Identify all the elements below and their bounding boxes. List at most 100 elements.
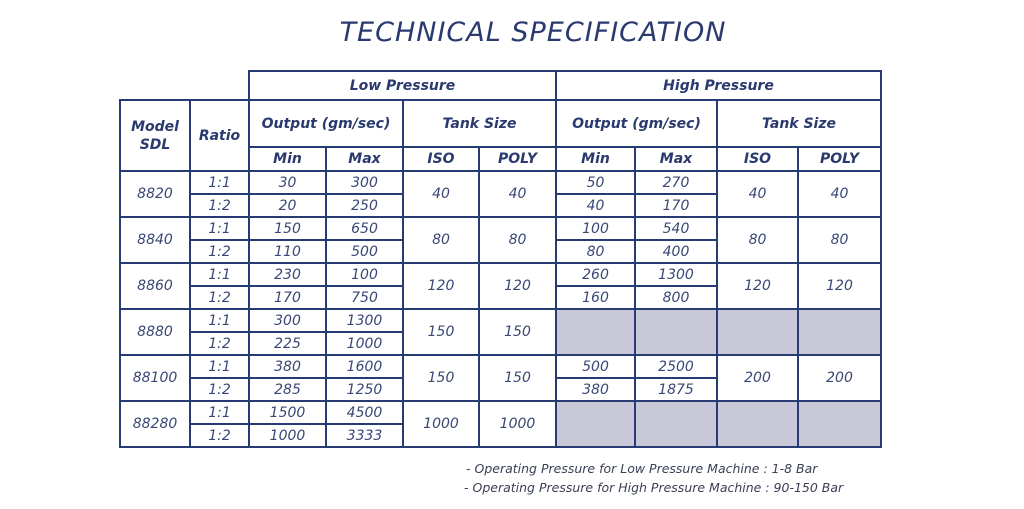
lp-min-cell: 150 — [248, 216, 327, 241]
header-lp-output: Output (gm/sec) — [248, 99, 404, 148]
lp-max-cell: 100 — [325, 262, 404, 287]
ratio-cell: 1:2 — [189, 193, 250, 218]
lp-max-cell: 750 — [325, 285, 404, 310]
lp-max-cell: 300 — [325, 170, 404, 195]
table-row: 8820 1:1 30 300 40 40 50 270 40 40 — [119, 170, 882, 218]
header-hp-iso: ISO — [716, 146, 799, 172]
table-row: 1:2 225 1000 — [120, 331, 881, 356]
lp-max-cell: 250 — [325, 193, 404, 218]
table-row: 8880 1:1 300 1300 150 150 — [119, 308, 882, 356]
lp-min-cell: 380 — [248, 354, 327, 379]
ratio-cell: 1:1 — [189, 170, 250, 195]
hp-min-cell: 260 — [555, 262, 636, 287]
lp-min-cell: 20 — [248, 193, 327, 218]
ratio-cell: 1:2 — [189, 285, 250, 310]
ratio-cell: 1:2 — [189, 423, 250, 448]
table-row: 1:2 170 750 160 800 — [120, 285, 881, 310]
lp-iso-cell: 150 — [402, 308, 480, 356]
lp-min-cell: 30 — [248, 170, 327, 195]
hp-min-unavailable-cell — [555, 308, 636, 356]
lp-min-cell: 225 — [248, 331, 327, 356]
hp-poly-cell: 40 — [797, 170, 882, 218]
hp-iso-cell: 80 — [716, 216, 799, 264]
lp-poly-cell: 80 — [478, 216, 557, 264]
hp-max-cell: 170 — [634, 193, 718, 218]
header-ratio: Ratio — [189, 99, 250, 172]
ratio-cell: 1:2 — [189, 377, 250, 402]
hp-min-cell: 40 — [555, 193, 636, 218]
hp-min-cell: 80 — [555, 239, 636, 264]
table-row: 1:2 110 500 80 400 — [120, 239, 881, 264]
lp-poly-cell: 150 — [478, 354, 557, 402]
model-cell: 8840 — [119, 216, 191, 264]
header-lp-tank: Tank Size — [402, 99, 557, 148]
hp-iso-cell: 40 — [716, 170, 799, 218]
hp-iso-unavailable-cell — [716, 308, 799, 356]
hp-min-cell: 50 — [555, 170, 636, 195]
lp-max-cell: 1000 — [325, 331, 404, 356]
model-cell: 8860 — [119, 262, 191, 310]
lp-max-cell: 1300 — [325, 308, 404, 333]
note-high-pressure: - Operating Pressure for High Pressure M… — [464, 480, 844, 495]
hp-min-cell: 160 — [555, 285, 636, 310]
lp-iso-cell: 1000 — [402, 400, 480, 448]
hp-min-cell: 380 — [555, 377, 636, 402]
header-hp-tank: Tank Size — [716, 99, 882, 148]
hp-max-cell: 1875 — [634, 377, 718, 402]
table-row: 1:2 285 1250 380 1875 — [120, 377, 881, 402]
lp-poly-cell: 120 — [478, 262, 557, 310]
hp-poly-cell: 80 — [797, 216, 882, 264]
lp-iso-cell: 120 — [402, 262, 480, 310]
note-low-pressure: - Operating Pressure for Low Pressure Ma… — [466, 461, 818, 476]
lp-min-cell: 230 — [248, 262, 327, 287]
footnotes: - Operating Pressure for Low Pressure Ma… — [464, 459, 844, 497]
header-low-pressure: Low Pressure — [248, 70, 557, 101]
header-lp-iso: ISO — [402, 146, 480, 172]
model-cell: 8820 — [119, 170, 191, 218]
header-hp-poly: POLY — [797, 146, 882, 172]
header-hp-min: Min — [555, 146, 636, 172]
hp-max-cell: 2500 — [634, 354, 718, 379]
lp-min-cell: 1500 — [248, 400, 327, 425]
ratio-cell: 1:2 — [189, 239, 250, 264]
page-title: TECHNICAL SPECIFICATION — [339, 17, 727, 48]
lp-min-cell: 170 — [248, 285, 327, 310]
table-row: 8840 1:1 150 650 80 80 100 540 80 80 — [119, 216, 882, 264]
table-row: 88100 1:1 380 1600 150 150 500 2500 200 … — [119, 354, 882, 402]
hp-min-cell: 100 — [555, 216, 636, 241]
hp-max-cell: 540 — [634, 216, 718, 241]
hp-max-cell: 400 — [634, 239, 718, 264]
model-cell: 88280 — [119, 400, 191, 448]
hp-iso-cell: 120 — [716, 262, 799, 310]
lp-max-cell: 500 — [325, 239, 404, 264]
lp-iso-cell: 80 — [402, 216, 480, 264]
header-blank — [120, 71, 249, 100]
model-cell: 88100 — [119, 354, 191, 402]
hp-max-cell: 1300 — [634, 262, 718, 287]
model-cell: 8880 — [119, 308, 191, 356]
header-lp-min: Min — [248, 146, 327, 172]
lp-min-cell: 110 — [248, 239, 327, 264]
hp-min-unavailable-cell — [555, 400, 636, 448]
hp-iso-cell: 200 — [716, 354, 799, 402]
lp-min-cell: 300 — [248, 308, 327, 333]
ratio-cell: 1:1 — [189, 216, 250, 241]
ratio-cell: 1:1 — [189, 308, 250, 333]
ratio-cell: 1:1 — [189, 262, 250, 287]
lp-max-cell: 4500 — [325, 400, 404, 425]
header-hp-max: Max — [634, 146, 718, 172]
header-lp-max: Max — [325, 146, 404, 172]
header-hp-output: Output (gm/sec) — [555, 99, 718, 148]
lp-poly-cell: 150 — [478, 308, 557, 356]
header-model: Model SDL — [119, 99, 191, 172]
ratio-cell: 1:1 — [189, 354, 250, 379]
header-high-pressure: High Pressure — [555, 70, 882, 101]
ratio-cell: 1:1 — [189, 400, 250, 425]
hp-poly-cell: 200 — [797, 354, 882, 402]
hp-poly-unavailable-cell — [797, 308, 882, 356]
header-lp-poly: POLY — [478, 146, 557, 172]
hp-poly-unavailable-cell — [797, 400, 882, 448]
lp-max-cell: 650 — [325, 216, 404, 241]
hp-max-unavailable-cell — [634, 400, 718, 448]
lp-poly-cell: 1000 — [478, 400, 557, 448]
